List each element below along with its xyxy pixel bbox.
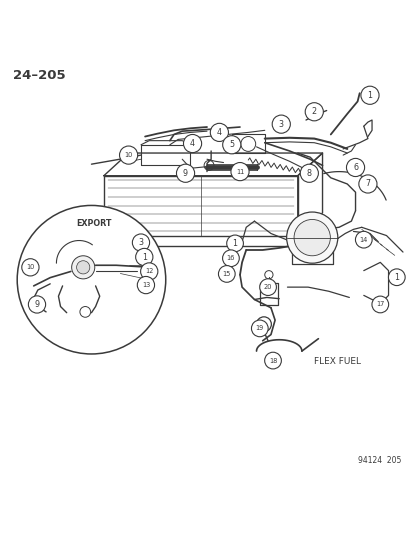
Text: 6: 6 xyxy=(352,163,357,172)
Circle shape xyxy=(17,205,165,354)
Circle shape xyxy=(71,256,95,279)
Circle shape xyxy=(76,261,90,274)
Circle shape xyxy=(28,296,45,313)
Circle shape xyxy=(80,306,90,317)
Text: FLEX FUEL: FLEX FUEL xyxy=(313,357,361,366)
Circle shape xyxy=(355,231,371,248)
Circle shape xyxy=(222,136,240,154)
Circle shape xyxy=(304,103,323,121)
Circle shape xyxy=(360,86,378,104)
Circle shape xyxy=(256,317,271,332)
Circle shape xyxy=(358,175,376,193)
Circle shape xyxy=(176,164,194,182)
Text: 7: 7 xyxy=(365,180,370,189)
Circle shape xyxy=(299,164,318,182)
Text: 9: 9 xyxy=(34,300,40,309)
Text: 10: 10 xyxy=(26,264,35,270)
Text: 4: 4 xyxy=(216,128,221,137)
Text: 1: 1 xyxy=(141,253,147,262)
Text: 15: 15 xyxy=(222,271,230,277)
Circle shape xyxy=(132,234,149,251)
Text: 3: 3 xyxy=(278,119,283,128)
Text: 1: 1 xyxy=(367,91,372,100)
Text: 2: 2 xyxy=(311,107,316,116)
Text: 24–205: 24–205 xyxy=(13,69,66,82)
Circle shape xyxy=(222,250,239,266)
Text: 4: 4 xyxy=(190,139,195,148)
Text: 13: 13 xyxy=(142,282,150,288)
Circle shape xyxy=(293,220,330,256)
Text: 18: 18 xyxy=(268,358,277,364)
Circle shape xyxy=(119,146,138,164)
Text: 17: 17 xyxy=(375,302,384,308)
Text: 11: 11 xyxy=(235,168,244,175)
Circle shape xyxy=(140,263,157,280)
Text: 20: 20 xyxy=(263,284,272,290)
Text: 16: 16 xyxy=(226,255,235,261)
Circle shape xyxy=(271,115,290,133)
Circle shape xyxy=(183,134,201,152)
Text: 12: 12 xyxy=(145,269,153,274)
Text: 3: 3 xyxy=(138,238,143,247)
Circle shape xyxy=(218,265,235,282)
Text: 19: 19 xyxy=(255,325,263,332)
Text: EXPORT: EXPORT xyxy=(76,219,111,228)
Circle shape xyxy=(210,123,228,141)
Circle shape xyxy=(251,320,268,337)
Circle shape xyxy=(137,277,154,294)
Circle shape xyxy=(346,158,364,176)
Circle shape xyxy=(371,296,388,313)
Text: 1: 1 xyxy=(232,239,237,248)
Circle shape xyxy=(387,269,404,286)
Text: 94124  205: 94124 205 xyxy=(357,456,400,465)
Circle shape xyxy=(135,248,152,265)
Text: 1: 1 xyxy=(393,273,398,282)
Text: 5: 5 xyxy=(229,140,234,149)
Circle shape xyxy=(259,279,276,295)
Text: 8: 8 xyxy=(306,169,311,177)
Circle shape xyxy=(22,259,39,276)
Circle shape xyxy=(230,163,249,181)
Text: 9: 9 xyxy=(183,169,188,177)
Circle shape xyxy=(226,235,243,252)
Text: 10: 10 xyxy=(124,152,133,158)
Circle shape xyxy=(264,352,281,369)
Text: 14: 14 xyxy=(359,237,367,243)
Circle shape xyxy=(286,212,337,263)
